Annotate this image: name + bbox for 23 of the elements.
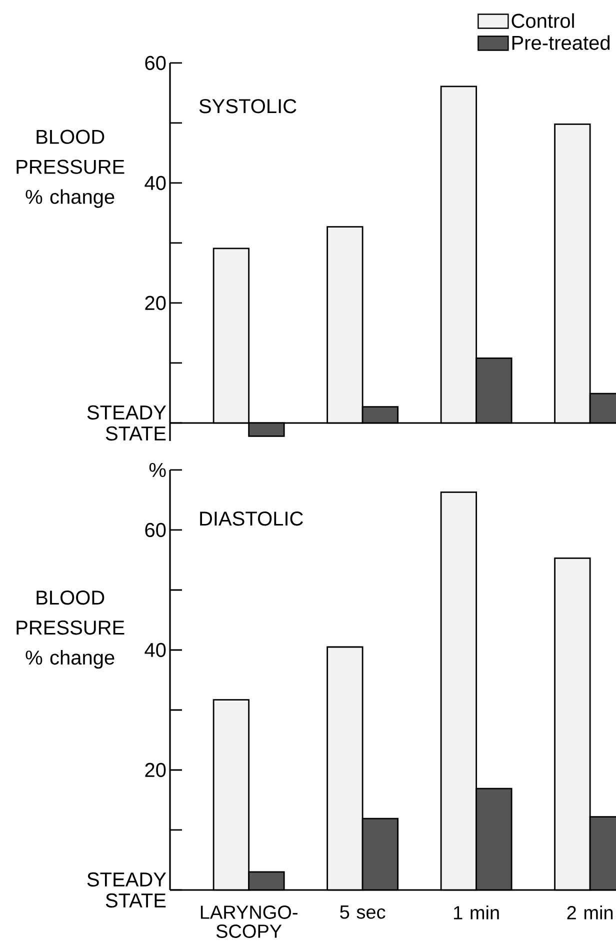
x-tick-label: 2 min [567, 906, 613, 920]
y-tick-label: STEADY STATE [87, 405, 166, 441]
x-tick-label: 1 min [454, 906, 499, 920]
y-tick-label: 60 [145, 522, 166, 538]
y-axis-title: BLOOD PRESSURE % change [16, 130, 124, 208]
y-tick-label: 20 [145, 762, 166, 778]
y-axis-title: BLOOD PRESSURE % change [16, 590, 124, 669]
bar [476, 357, 512, 424]
legend-label: Pre-treated [512, 35, 610, 50]
y-tick-label: 20 [145, 296, 166, 310]
y-tick-label: % [149, 462, 166, 477]
y-tick-label: 40 [144, 176, 166, 190]
text: DIASTOLIC [200, 512, 303, 526]
legend-label: Control [512, 13, 574, 28]
y-tick-label: 60 [145, 56, 166, 70]
bar [476, 788, 512, 890]
bar [362, 818, 398, 890]
y-tick-label: STEADY STATE [87, 872, 166, 908]
x-tick-label: 5 sec [340, 906, 386, 919]
text: SYSTOLIC [199, 99, 296, 114]
bar [248, 872, 284, 890]
y-tick-label: 40 [144, 642, 166, 658]
x-tick-label: LARYNGO-SCOPY [200, 906, 298, 938]
